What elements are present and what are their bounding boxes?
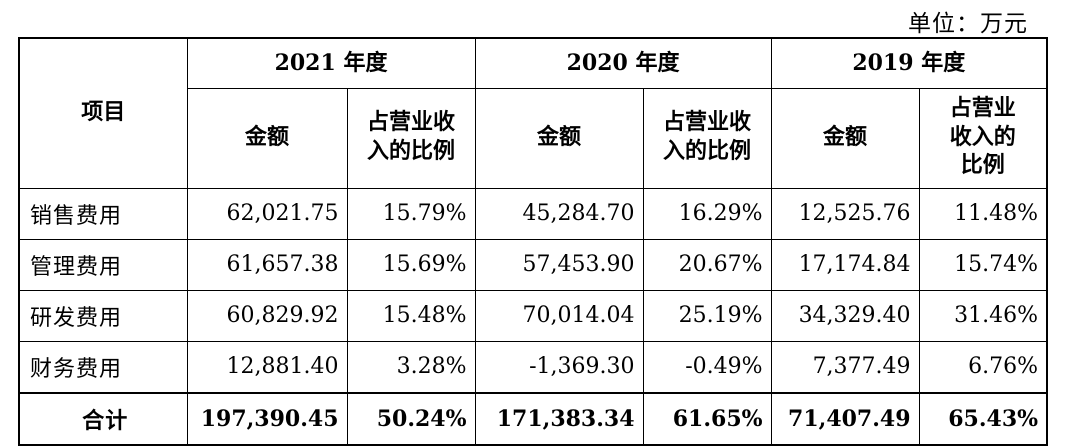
table-cell: 15.74%	[918, 238, 1048, 291]
unit-label: 单位：万元	[908, 11, 1028, 37]
row-label: 研发费用	[18, 289, 188, 342]
total-cell: 65.43%	[918, 391, 1048, 445]
header-ratio-2019: 占营业 收入的 比例	[918, 87, 1048, 189]
table-cell: 57,453.90	[474, 238, 644, 291]
total-cell: 61.65%	[642, 391, 772, 445]
expense-table: 项目 2021 年度 2020 年度 2019 年度 金额 占营业收 入的比例 …	[18, 37, 1049, 446]
table-cell: 62,021.75	[186, 187, 348, 240]
table-cell: -0.49%	[642, 340, 772, 393]
table-cell: 60,829.92	[186, 289, 348, 342]
table-cell: 3.28%	[346, 340, 476, 393]
table-cell: 45,284.70	[474, 187, 644, 240]
total-cell: 197,390.45	[186, 391, 348, 445]
table-cell: 15.79%	[346, 187, 476, 240]
table-cell: 17,174.84	[770, 238, 920, 291]
row-label: 财务费用	[18, 340, 188, 393]
table-cell: 6.76%	[918, 340, 1048, 393]
table-cell: 16.29%	[642, 187, 772, 240]
header-amount-2019: 金额	[770, 87, 920, 189]
table-cell: 15.48%	[346, 289, 476, 342]
table-cell: 61,657.38	[186, 238, 348, 291]
header-year-2019: 2019 年度	[770, 37, 1048, 89]
total-cell: 171,383.34	[474, 391, 644, 445]
table-cell: 31.46%	[918, 289, 1048, 342]
table-row: 销售费用 62,021.75 15.79% 45,284.70 16.29% 1…	[18, 187, 1048, 240]
header-ratio-2020: 占营业收 入的比例	[642, 87, 772, 189]
table-cell: 34,329.40	[770, 289, 920, 342]
header-ratio-2021: 占营业收 入的比例	[346, 87, 476, 189]
table-cell: -1,369.30	[474, 340, 644, 393]
total-cell: 50.24%	[346, 391, 476, 445]
row-label: 管理费用	[18, 238, 188, 291]
header-year-2021: 2021 年度	[186, 37, 476, 89]
header-year-2020: 2020 年度	[474, 37, 772, 89]
header-amount-2020: 金额	[474, 87, 644, 189]
total-cell: 71,407.49	[770, 391, 920, 445]
table-cell: 70,014.04	[474, 289, 644, 342]
total-label: 合计	[18, 391, 188, 445]
row-label: 销售费用	[18, 187, 188, 240]
table-cell: 12,525.76	[770, 187, 920, 240]
table-cell: 11.48%	[918, 187, 1048, 240]
table-row: 管理费用 61,657.38 15.69% 57,453.90 20.67% 1…	[18, 238, 1048, 291]
table-row: 财务费用 12,881.40 3.28% -1,369.30 -0.49% 7,…	[18, 340, 1048, 393]
table-cell: 7,377.49	[770, 340, 920, 393]
table-cell: 20.67%	[642, 238, 772, 291]
table-cell: 12,881.40	[186, 340, 348, 393]
table-row: 研发费用 60,829.92 15.48% 70,014.04 25.19% 3…	[18, 289, 1048, 342]
header-amount-2021: 金额	[186, 87, 348, 189]
table-cell: 15.69%	[346, 238, 476, 291]
header-item: 项目	[18, 37, 188, 189]
total-row: 合计 197,390.45 50.24% 171,383.34 61.65% 7…	[18, 391, 1048, 445]
table-cell: 25.19%	[642, 289, 772, 342]
